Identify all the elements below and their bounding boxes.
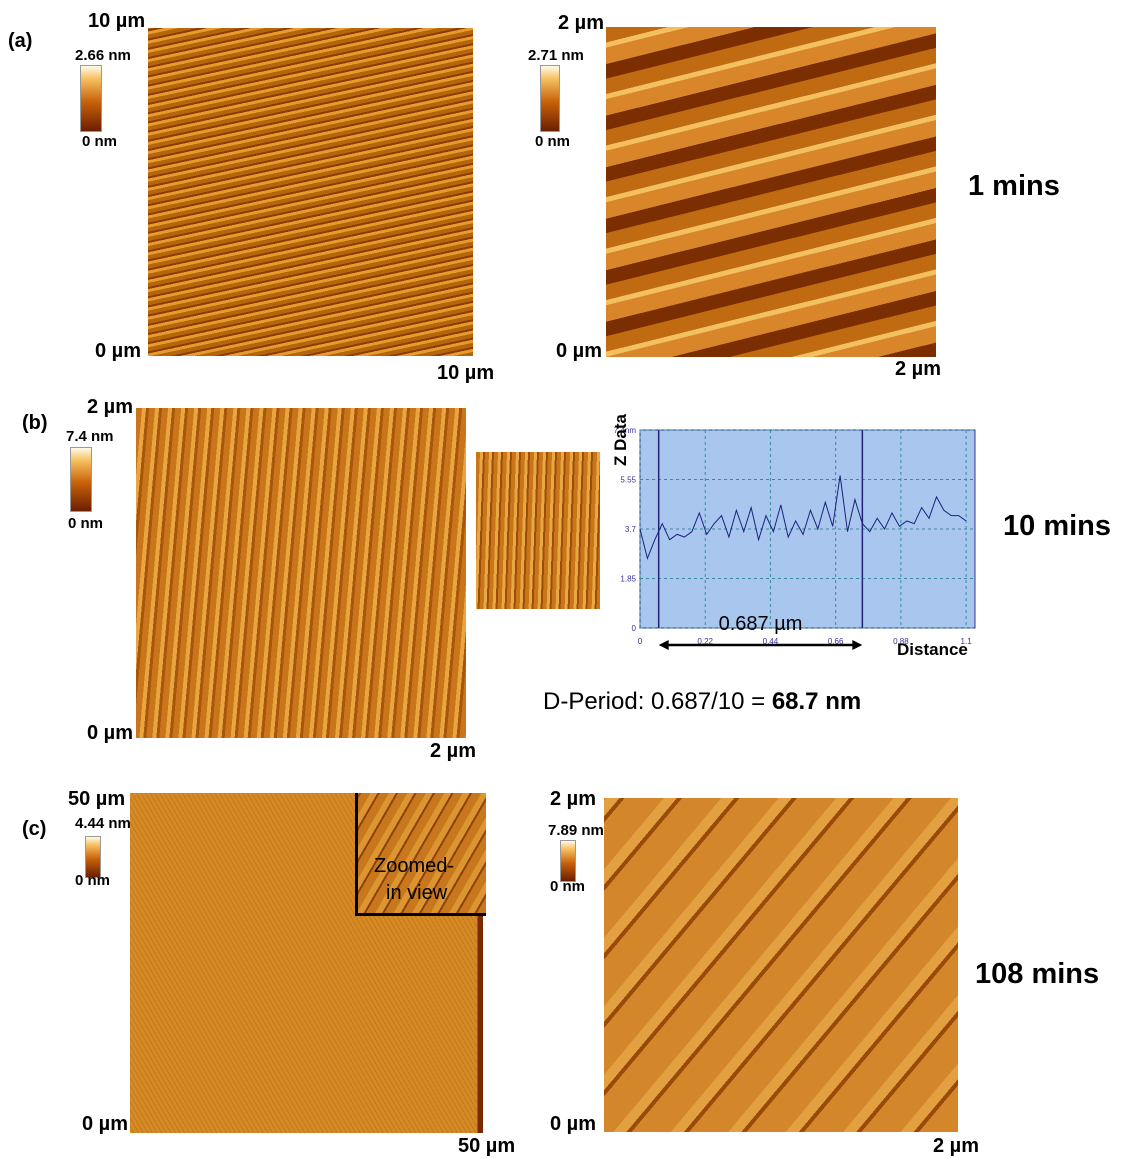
y-tick-label: 1.85 <box>620 575 636 584</box>
x-axis-label: Distance <box>897 640 968 659</box>
span-label: 0.687 µm <box>719 613 803 635</box>
profile-chart: 01.853.75.557.4nm00.220.440.660.881.10.6… <box>0 0 1126 1159</box>
y-tick-label: 0 <box>632 624 637 633</box>
x-tick-label: 0 <box>638 637 643 646</box>
y-tick-label: 3.7 <box>625 525 637 534</box>
y-axis-label: Z Data <box>611 413 630 466</box>
figure: (a)1 mins2.66 nm0 nm10 µm0 µm10 µm2.71 n… <box>0 0 1126 1159</box>
y-tick-label: 5.55 <box>620 476 636 485</box>
